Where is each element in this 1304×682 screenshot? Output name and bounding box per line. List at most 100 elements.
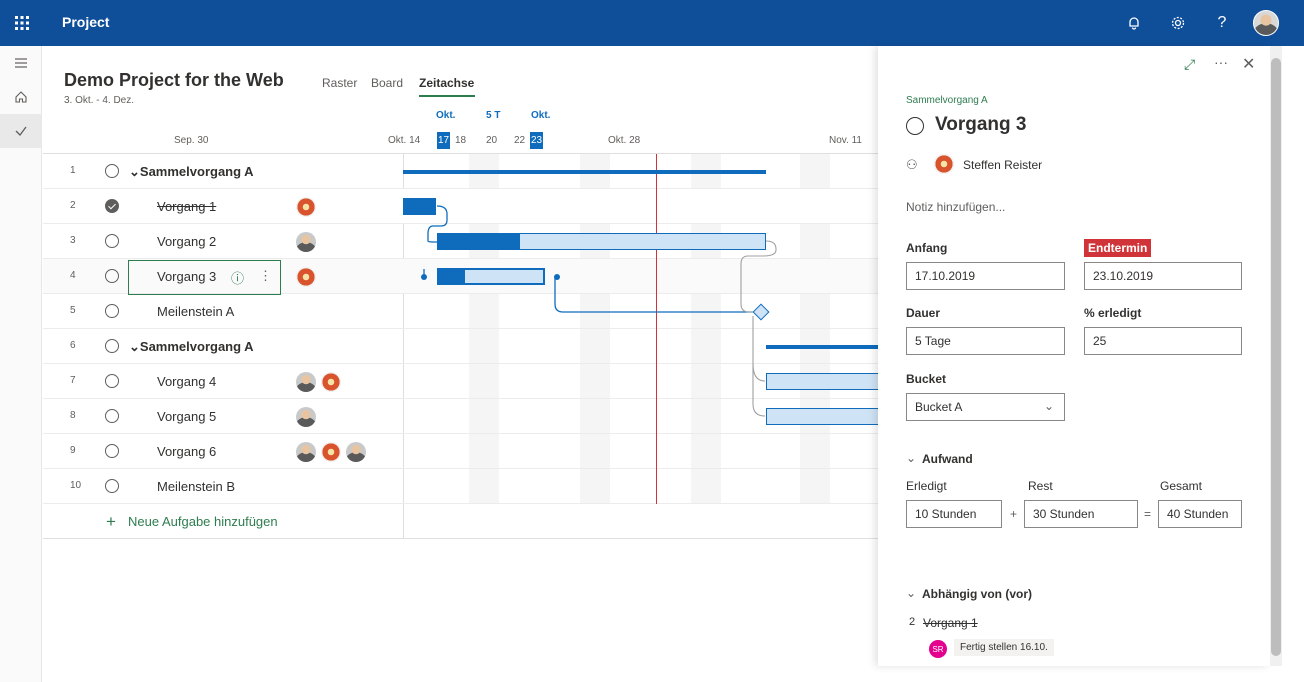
link-handle[interactable] <box>554 274 560 280</box>
new-task-link[interactable]: Neue Aufgabe hinzufügen <box>128 514 278 529</box>
task-title[interactable]: Vorgang 3 <box>935 114 1027 135</box>
more-options-icon[interactable]: ··· <box>1214 54 1228 70</box>
task-row[interactable]: 1 ⌄Sammelvorgang A <box>43 154 878 189</box>
info-icon[interactable]: ⓘ <box>231 271 245 286</box>
project-dates: 3. Okt. - 4. Dez. <box>64 95 135 106</box>
duration-label: Dauer <box>906 306 941 320</box>
task-name[interactable]: Meilenstein A <box>157 304 235 319</box>
total-hours-field[interactable]: 40 Stunden <box>1158 500 1242 528</box>
scrollbar-thumb[interactable] <box>1271 58 1281 656</box>
left-rail <box>0 46 42 682</box>
summary-task-name[interactable]: ⌄Sammelvorgang A <box>129 164 254 180</box>
tab-board[interactable]: Board <box>371 76 404 90</box>
complete-toggle[interactable] <box>105 234 119 248</box>
timeline-date: Sep. 30 <box>174 135 209 146</box>
progress-fill <box>438 234 520 249</box>
app-launcher-icon[interactable] <box>0 0 44 46</box>
task-row[interactable]: 8 Vorgang 5 <box>43 399 878 434</box>
rest-hours-field[interactable]: 30 Stunden <box>1024 500 1138 528</box>
assign-icon[interactable]: ⚇ <box>906 157 918 172</box>
help-icon[interactable]: ? <box>1217 14 1227 31</box>
expand-icon[interactable]: ⤢ <box>1184 56 1196 72</box>
end-date-field[interactable]: 23.10.2019 <box>1084 262 1242 290</box>
complete-toggle[interactable] <box>105 444 119 458</box>
task-row[interactable]: 7 Vorgang 4 <box>43 364 878 399</box>
parent-task-label[interactable]: Sammelvorgang A <box>906 95 988 106</box>
task-name[interactable]: Vorgang 4 <box>157 374 217 389</box>
bell-icon[interactable] <box>1116 0 1152 46</box>
done-hours-field[interactable]: 10 Stunden <box>906 500 1002 528</box>
dependency-section-label[interactable]: Abhängig von (vor) <box>922 587 1032 601</box>
dependency-status: Fertig stellen 16.10. <box>954 639 1054 656</box>
dependency-task-name[interactable]: Vorgang 1 <box>923 616 978 630</box>
task-name[interactable]: Vorgang 5 <box>157 409 217 424</box>
summary-bar[interactable] <box>766 345 878 349</box>
app-title[interactable]: Project <box>62 14 110 30</box>
complete-toggle[interactable] <box>105 374 119 388</box>
task-bar-vorgang-1[interactable] <box>403 198 436 215</box>
complete-toggle[interactable] <box>105 199 119 213</box>
menu-icon[interactable] <box>0 46 42 80</box>
task-name[interactable]: Vorgang 2 <box>157 234 217 249</box>
add-icon[interactable]: + <box>106 512 116 531</box>
dependency-number: 2 <box>909 616 916 628</box>
task-row[interactable]: 9 Vorgang 6 <box>43 434 878 469</box>
chevron-down-icon[interactable]: ⌄ <box>129 164 140 179</box>
complete-toggle[interactable] <box>105 164 119 178</box>
start-date-field[interactable]: 17.10.2019 <box>906 262 1065 290</box>
task-bar-vorgang-3[interactable] <box>437 268 545 285</box>
task-row[interactable]: 5 Meilenstein A <box>43 294 878 329</box>
summary-bar[interactable] <box>403 170 766 174</box>
close-icon[interactable]: ✕ <box>1242 56 1256 73</box>
avatar <box>296 197 316 217</box>
percent-field[interactable]: 25 <box>1084 327 1242 355</box>
user-avatar[interactable] <box>1248 0 1284 46</box>
bucket-select[interactable]: Bucket A ⌄ <box>906 393 1065 421</box>
header-divider <box>43 153 878 154</box>
rest-hours-label: Rest <box>1028 479 1053 493</box>
more-icon[interactable]: ⋮ <box>259 268 272 283</box>
task-bar-vorgang-5[interactable] <box>766 408 878 425</box>
row-number: 4 <box>70 270 76 281</box>
home-icon[interactable] <box>0 80 42 114</box>
complete-toggle[interactable] <box>105 479 119 493</box>
gear-icon[interactable] <box>1160 0 1196 46</box>
tab-zeitachse[interactable]: Zeitachse <box>419 76 475 90</box>
row-number: 8 <box>70 410 76 421</box>
row-number: 1 <box>70 165 76 176</box>
complete-toggle[interactable] <box>105 409 119 423</box>
avatar <box>321 442 341 462</box>
complete-toggle[interactable] <box>906 117 924 135</box>
project-title[interactable]: Demo Project for the Web <box>64 70 284 90</box>
summary-task-name[interactable]: ⌄Sammelvorgang A <box>129 339 254 355</box>
chevron-down-icon[interactable]: ⌄ <box>129 339 140 354</box>
tab-raster[interactable]: Raster <box>322 76 358 90</box>
note-input[interactable]: Notiz hinzufügen... <box>906 200 1006 214</box>
check-icon[interactable] <box>0 114 42 148</box>
task-row[interactable]: 2 Vorgang 1 <box>43 189 878 224</box>
task-row[interactable]: 3 Vorgang 2 <box>43 224 878 259</box>
task-name[interactable]: Vorgang 3 <box>157 269 217 284</box>
end-label-badge: Endtermin <box>1084 239 1152 257</box>
complete-toggle[interactable] <box>105 339 119 353</box>
task-row[interactable]: 10 Meilenstein B <box>43 469 878 504</box>
task-name[interactable]: Vorgang 6 <box>157 444 217 459</box>
bucket-value: Bucket A <box>915 400 963 414</box>
dependency-avatar: SR <box>929 640 947 658</box>
chevron-down-icon[interactable]: ⌄ <box>906 451 917 465</box>
total-hours-label: Gesamt <box>1160 479 1203 493</box>
task-name[interactable]: Vorgang 1 <box>157 199 217 214</box>
task-bar-vorgang-4[interactable] <box>766 373 878 390</box>
chevron-down-icon[interactable]: ⌄ <box>906 586 917 600</box>
complete-toggle[interactable] <box>105 269 119 283</box>
task-row[interactable]: 6 ⌄Sammelvorgang A <box>43 329 878 364</box>
task-bar-vorgang-2[interactable] <box>437 233 766 250</box>
selection-start-label: Okt. <box>436 110 456 121</box>
task-name[interactable]: Meilenstein B <box>157 479 236 494</box>
selected-row-outline <box>128 260 281 295</box>
avatar <box>296 442 316 462</box>
complete-toggle[interactable] <box>105 304 119 318</box>
duration-field[interactable]: 5 Tage <box>906 327 1065 355</box>
effort-section-label[interactable]: Aufwand <box>922 452 973 466</box>
selection-day-start: 17 <box>437 132 450 149</box>
